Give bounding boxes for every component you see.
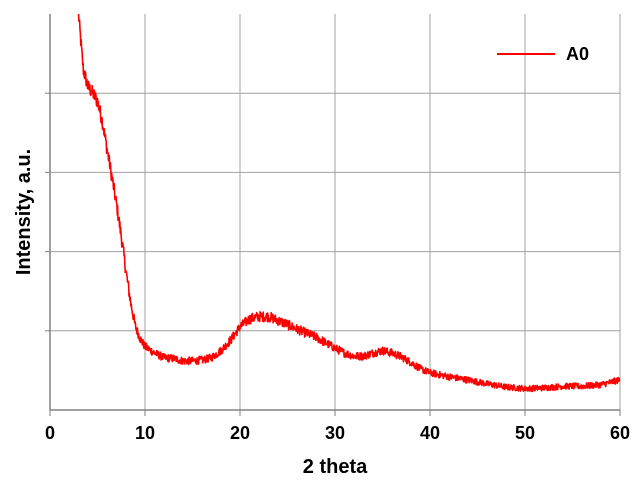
x-tick-labels: 0 10 20 30 40 50 60 [45,410,630,443]
x-tick-label: 0 [45,423,55,443]
x-tick-label: 60 [610,423,630,443]
x-tick-label: 20 [230,423,250,443]
x-tick-label: 50 [515,423,535,443]
legend: A0 [497,44,589,64]
x-tick-label: 40 [420,423,440,443]
x-tick-label: 10 [135,423,155,443]
y-axis-title: Intensity, a.u. [13,149,35,275]
grid [50,14,621,410]
series-line-a0 [77,14,620,393]
series-layer [77,14,620,393]
legend-label-a0: A0 [566,44,589,64]
x-axis-title: 2 theta [303,456,368,478]
x-tick-label: 30 [325,423,345,443]
